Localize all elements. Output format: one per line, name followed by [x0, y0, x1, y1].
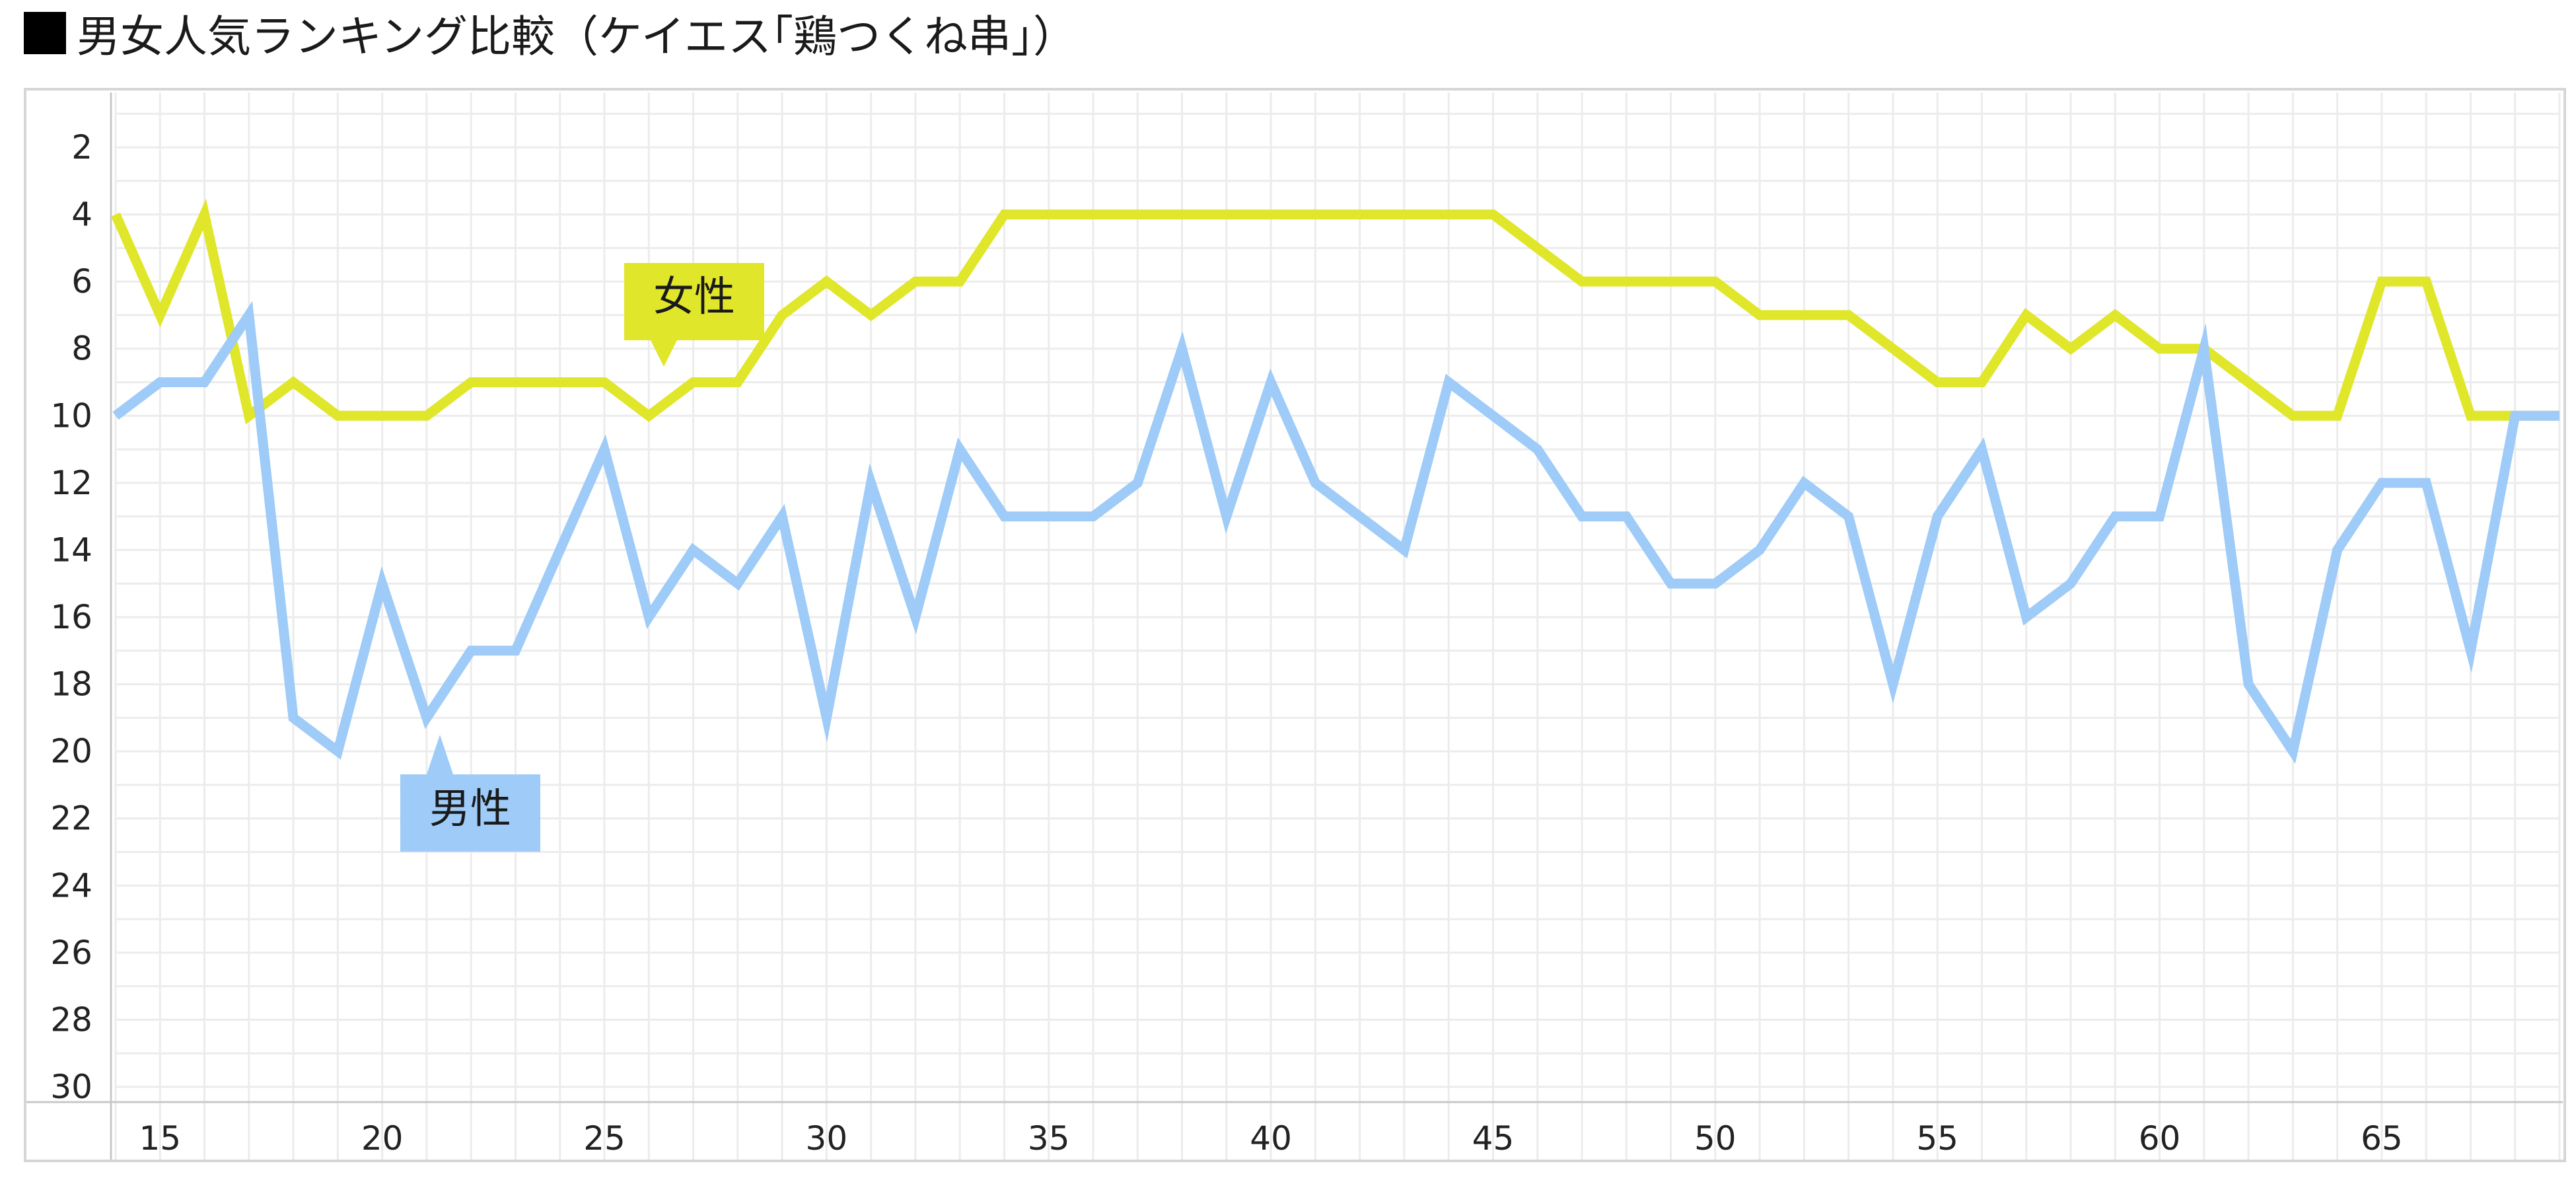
- y-tick-label: 24: [50, 866, 92, 905]
- x-tick-label: 50: [1694, 1119, 1736, 1158]
- y-tick-label: 2: [71, 128, 92, 167]
- y-tick-label: 20: [50, 732, 92, 770]
- series-line-female: [111, 198, 2559, 425]
- x-axis-ticks: 15 20 25 30 35 40 45 50 55 60 65: [139, 1119, 2402, 1158]
- y-tick-label: 4: [71, 196, 92, 234]
- chart-title: 男女人気ランキング比較（ケイエス｢鶏つくね串｣）: [77, 11, 1077, 62]
- y-tick-label: 14: [50, 531, 92, 569]
- female-callout-box: [624, 263, 764, 340]
- x-tick-label: 65: [2361, 1119, 2403, 1158]
- female-callout-label: 女性: [653, 272, 735, 320]
- x-tick-label: 45: [1472, 1119, 1515, 1158]
- x-tick-label: 15: [139, 1119, 181, 1158]
- series-line-male: [112, 301, 2559, 764]
- y-tick-label: 6: [71, 262, 92, 301]
- series: [111, 198, 2559, 764]
- y-tick-label: 10: [50, 396, 92, 435]
- male-callout-pointer: [427, 735, 453, 774]
- page-title: 男女人気ランキング比較（ケイエス｢鶏つくね串｣）: [24, 0, 1077, 66]
- y-tick-label: 26: [50, 934, 92, 972]
- x-tick-label: 30: [806, 1119, 848, 1158]
- y-tick-label: 18: [50, 665, 92, 704]
- y-tick-label: 30: [50, 1068, 92, 1106]
- x-tick-label: 55: [1916, 1119, 1958, 1158]
- y-tick-label: 22: [50, 799, 92, 838]
- female-callout: 女性: [624, 263, 764, 367]
- title-square-icon: [24, 12, 66, 54]
- y-tick-label: 12: [50, 464, 92, 502]
- chart-frame: [24, 88, 2566, 1162]
- y-tick-label: 16: [50, 598, 92, 636]
- y-tick-label: 28: [50, 1000, 92, 1039]
- x-tick-label: 60: [2139, 1119, 2181, 1158]
- male-callout: 男性: [400, 735, 540, 852]
- x-tick-label: 25: [583, 1119, 626, 1158]
- y-tick-label: 8: [71, 330, 92, 368]
- female-callout-pointer: [651, 340, 677, 367]
- male-callout-label: 男性: [429, 784, 511, 833]
- male-callout-box: [400, 774, 540, 852]
- x-tick-label: 40: [1250, 1119, 1292, 1158]
- x-tick-label: 20: [361, 1119, 404, 1158]
- x-tick-label: 35: [1028, 1119, 1070, 1158]
